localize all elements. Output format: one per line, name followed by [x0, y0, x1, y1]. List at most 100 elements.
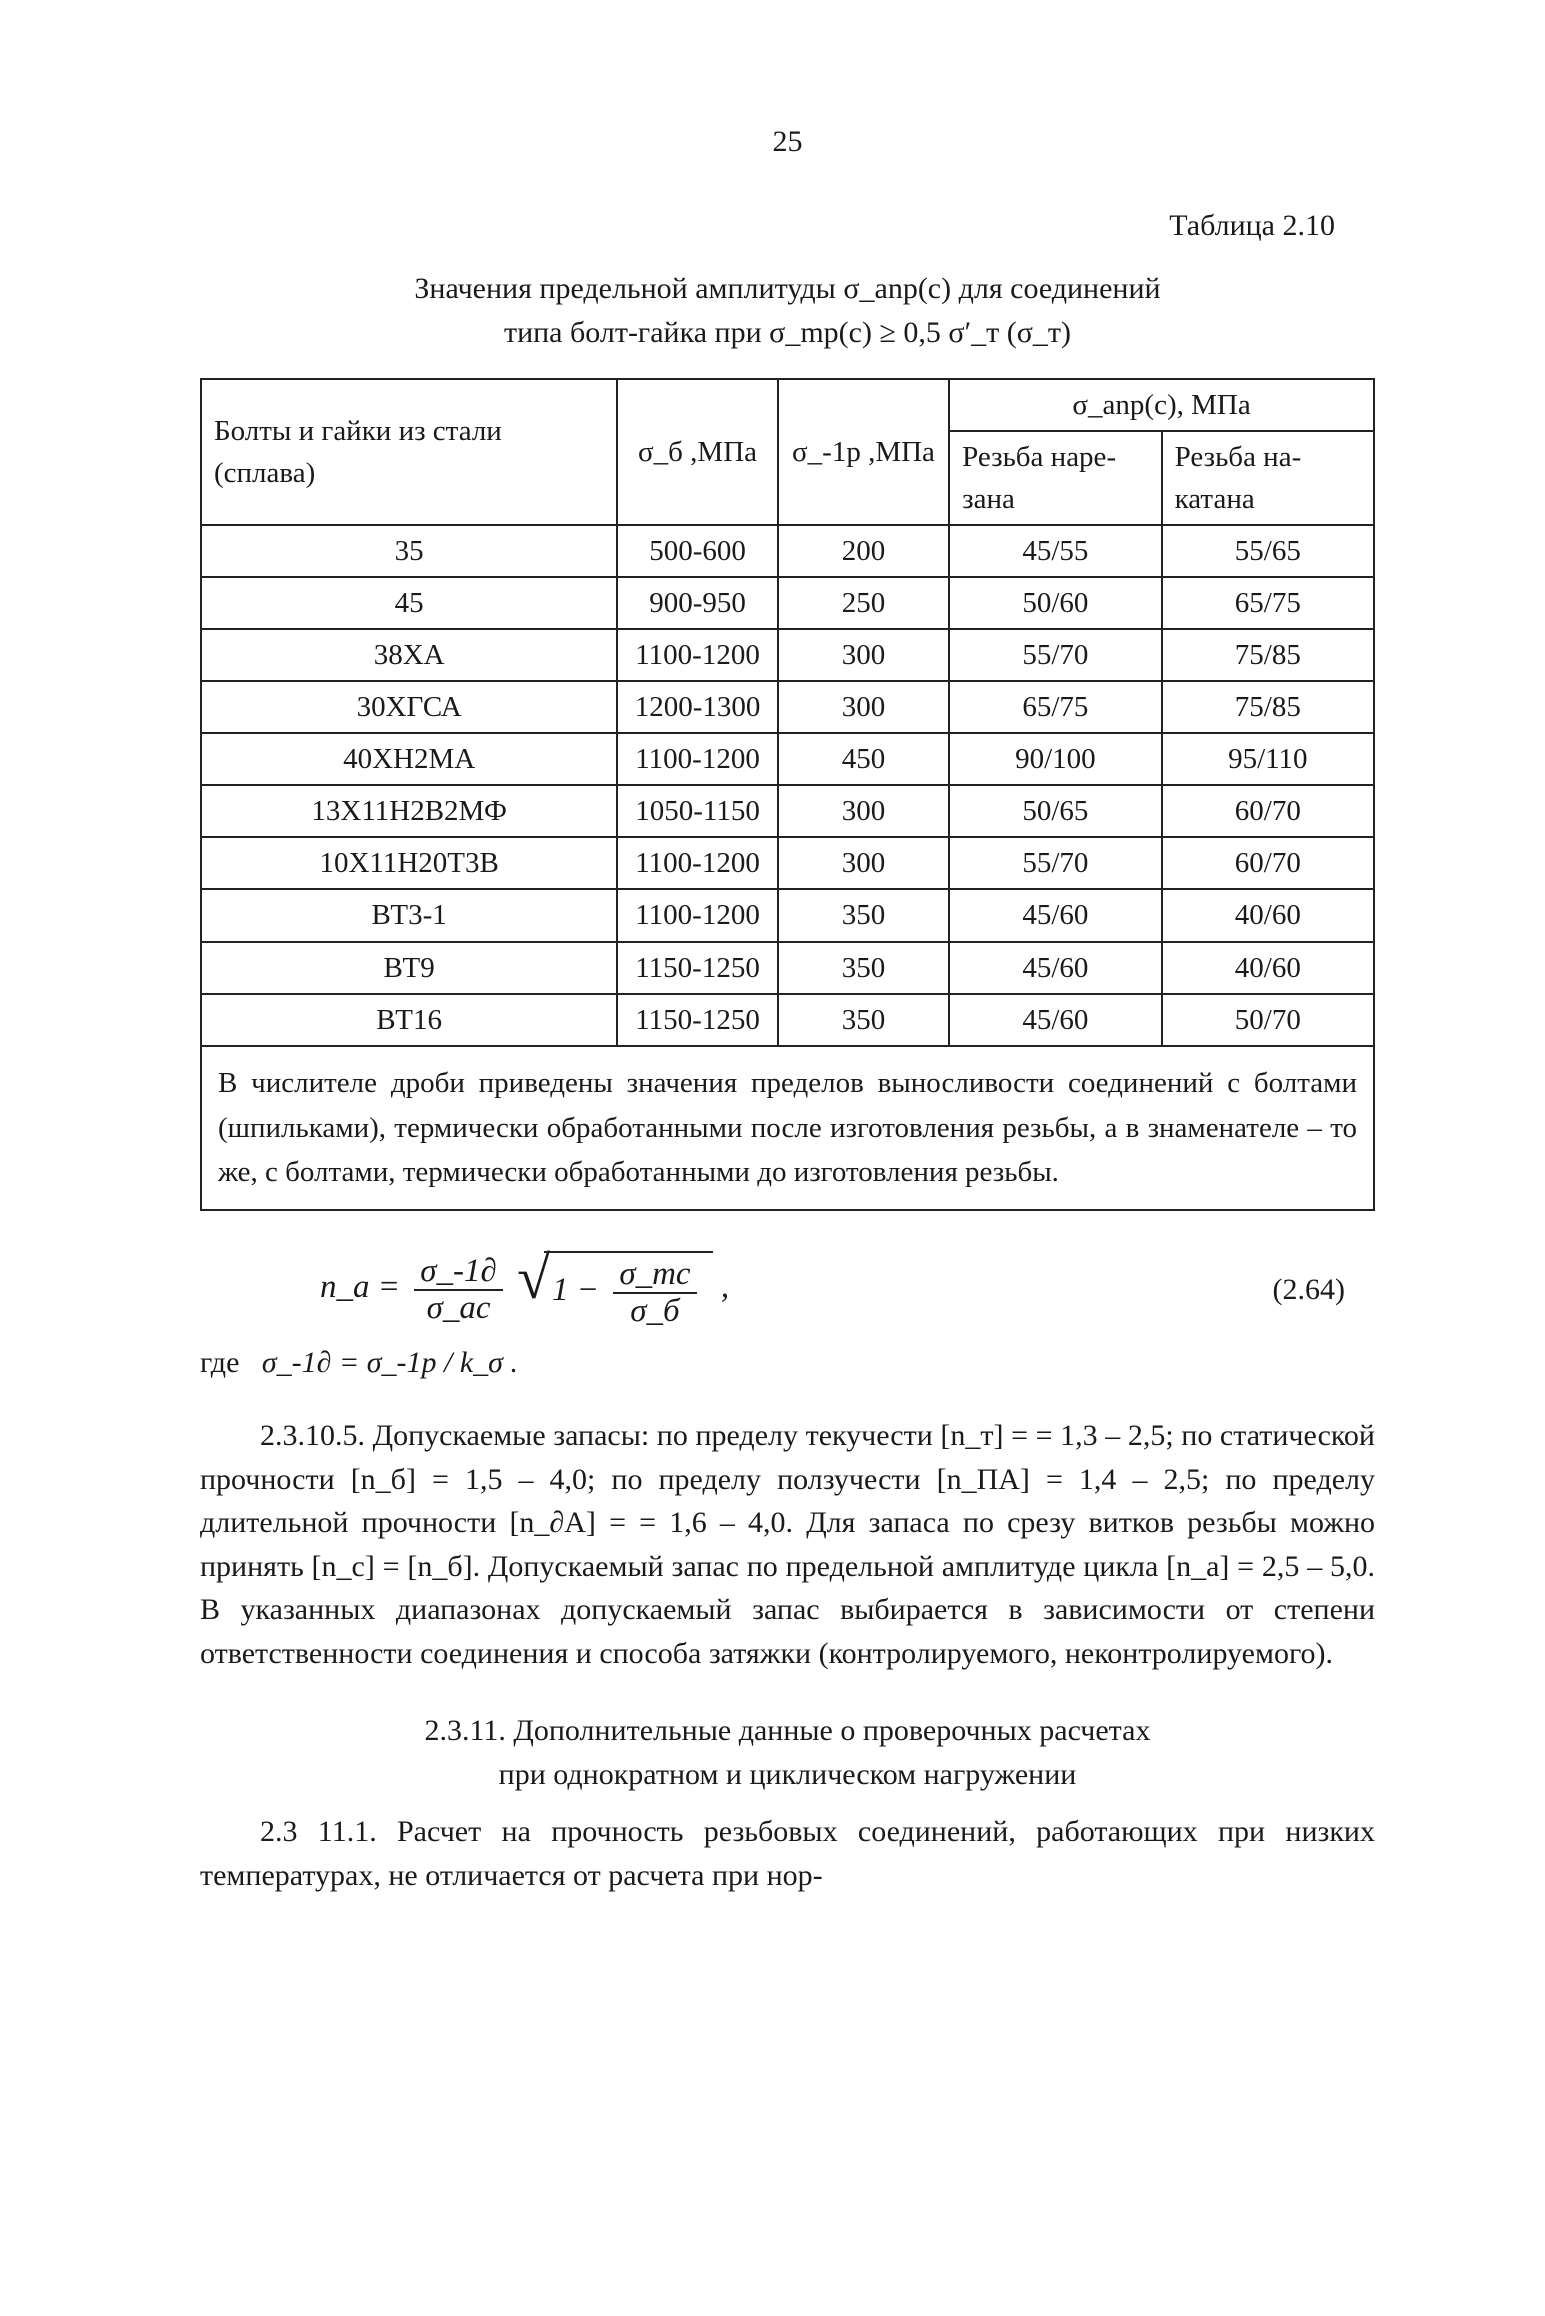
cell-sigma1p: 350 — [778, 994, 949, 1046]
cell-rolled: 60/70 — [1162, 785, 1374, 837]
cell-sigmab: 1100-1200 — [617, 837, 778, 889]
cell-rolled: 40/60 — [1162, 889, 1374, 941]
table-caption: Таблица 2.10 — [200, 204, 1375, 248]
col-sigma-b: σ_б ,МПа — [617, 379, 778, 525]
title-line-2: типа болт-гайка при σ_mp(c) ≥ 0,5 σ′_т (… — [200, 311, 1375, 355]
where-body: σ_-1∂ = σ_-1p / k_σ . — [262, 1346, 518, 1379]
cell-alloy: 38ХА — [201, 629, 617, 681]
cell-sigma1p: 250 — [778, 577, 949, 629]
section-2-3-11-title: 2.3.11. Дополнительные данные о провероч… — [200, 1709, 1375, 1796]
table-row: ВТ16 1150-1250 350 45/60 50/70 — [201, 994, 1374, 1046]
eq-rad-one: 1 − — [552, 1273, 599, 1309]
table-footnote-row: В числителе дроби приведены значения пре… — [201, 1046, 1374, 1211]
cell-cut: 50/65 — [949, 785, 1162, 837]
cell-sigma1p: 300 — [778, 681, 949, 733]
cell-sigma1p: 350 — [778, 889, 949, 941]
section-line-1: 2.3.11. Дополнительные данные о провероч… — [200, 1709, 1375, 1753]
cell-rolled: 55/65 — [1162, 525, 1374, 577]
eq-frac-den: σ_ac — [414, 1291, 503, 1326]
cell-alloy: ВТ9 — [201, 942, 617, 994]
where-label: где — [200, 1346, 239, 1379]
cell-rolled: 60/70 — [1162, 837, 1374, 889]
col-sigma-anp: σ_anp(c), МПа — [949, 379, 1374, 431]
table-row: 30ХГСА 1200-1300 300 65/75 75/85 — [201, 681, 1374, 733]
cell-alloy: 30ХГСА — [201, 681, 617, 733]
eq-fraction: σ_-1∂ σ_ac — [414, 1254, 503, 1325]
cell-sigma1p: 300 — [778, 785, 949, 837]
col-sigma-1p: σ_-1p ,МПа — [778, 379, 949, 525]
subcol-rolled: Резьба на­катана — [1162, 431, 1374, 525]
col-alloy: Болты и гайки из стали (сплава) — [201, 379, 617, 525]
table-title: Значения предельной амплитуды σ_anp(c) д… — [200, 267, 1375, 354]
table-row: ВТ9 1150-1250 350 45/60 40/60 — [201, 942, 1374, 994]
table-row: ВТ3-1 1100-1200 350 45/60 40/60 — [201, 889, 1374, 941]
table-row: 40ХН2МА 1100-1200 450 90/100 95/110 — [201, 733, 1374, 785]
table-header-row-1: Болты и гайки из стали (сплава) σ_б ,МПа… — [201, 379, 1374, 431]
eq-trail: , — [721, 1270, 729, 1306]
title-line-1: Значения предельной амплитуды σ_anp(c) д… — [200, 267, 1375, 311]
cell-sigma1p: 300 — [778, 837, 949, 889]
cell-cut: 45/60 — [949, 994, 1162, 1046]
cell-sigmab: 1100-1200 — [617, 629, 778, 681]
cell-rolled: 75/85 — [1162, 681, 1374, 733]
cell-sigma1p: 200 — [778, 525, 949, 577]
eq-frac-num: σ_-1∂ — [414, 1254, 503, 1291]
equation-number: (2.64) — [1273, 1268, 1375, 1312]
subcol-cut: Резьба наре­зана — [949, 431, 1162, 525]
eq-sqrt: √ 1 − σ_mc σ_б — [517, 1251, 712, 1328]
cell-sigma1p: 300 — [778, 629, 949, 681]
table-row: 45 900-950 250 50/60 65/75 — [201, 577, 1374, 629]
cell-sigmab: 1150-1250 — [617, 942, 778, 994]
table-row: 13Х11Н2В2МФ 1050-1150 300 50/65 60/70 — [201, 785, 1374, 837]
table-row: 35 500-600 200 45/55 55/65 — [201, 525, 1374, 577]
paragraph-2-3-10-5: 2.3.10.5. Допускаемые запасы: по пределу… — [200, 1414, 1375, 1675]
eq-rad-num: σ_mc — [613, 1257, 696, 1294]
table-head: Болты и гайки из стали (сплава) σ_б ,МПа… — [201, 379, 1374, 525]
cell-sigmab: 1200-1300 — [617, 681, 778, 733]
paragraph-2-3-11-1: 2.3 11.1. Расчет на прочность резьбовых … — [200, 1810, 1375, 1897]
page: 25 Таблица 2.10 Значения предельной ампл… — [0, 0, 1545, 2316]
eq-rad-den: σ_б — [613, 1294, 696, 1329]
cell-sigmab: 1100-1200 — [617, 733, 778, 785]
cell-cut: 90/100 — [949, 733, 1162, 785]
cell-cut: 45/55 — [949, 525, 1162, 577]
cell-sigma1p: 350 — [778, 942, 949, 994]
cell-alloy: 35 — [201, 525, 617, 577]
eq-rad-fraction: σ_mc σ_б — [613, 1257, 696, 1328]
cell-cut: 55/70 — [949, 629, 1162, 681]
cell-alloy: ВТ3-1 — [201, 889, 617, 941]
table-body: 35 500-600 200 45/55 55/65 45 900-950 25… — [201, 525, 1374, 1210]
cell-sigmab: 900-950 — [617, 577, 778, 629]
table-row: 38ХА 1100-1200 300 55/70 75/85 — [201, 629, 1374, 681]
cell-alloy: 40ХН2МА — [201, 733, 617, 785]
cell-alloy: 10Х11Н20Т3В — [201, 837, 617, 889]
cell-alloy: 13Х11Н2В2МФ — [201, 785, 617, 837]
table-footnote: В числителе дроби приведены значения пре… — [201, 1046, 1374, 1211]
equation-2-64: n_a = σ_-1∂ σ_ac √ 1 − σ_mc σ_б , (2.64) — [200, 1251, 1375, 1328]
section-line-2: при однократном и циклическом нагружении — [200, 1753, 1375, 1797]
cell-cut: 55/70 — [949, 837, 1162, 889]
cell-rolled: 65/75 — [1162, 577, 1374, 629]
table-row: 10Х11Н20Т3В 1100-1200 300 55/70 60/70 — [201, 837, 1374, 889]
cell-rolled: 95/110 — [1162, 733, 1374, 785]
cell-sigmab: 1150-1250 — [617, 994, 778, 1046]
eq-lhs: n_a = — [320, 1270, 400, 1306]
eq-radicand: 1 − σ_mc σ_б — [544, 1251, 713, 1328]
cell-cut: 65/75 — [949, 681, 1162, 733]
cell-rolled: 50/70 — [1162, 994, 1374, 1046]
cell-cut: 50/60 — [949, 577, 1162, 629]
equation-expression: n_a = σ_-1∂ σ_ac √ 1 − σ_mc σ_б , — [320, 1251, 729, 1328]
page-number: 25 — [200, 120, 1375, 164]
cell-sigmab: 1050-1150 — [617, 785, 778, 837]
cell-alloy: 45 — [201, 577, 617, 629]
cell-rolled: 40/60 — [1162, 942, 1374, 994]
cell-sigmab: 1100-1200 — [617, 889, 778, 941]
cell-cut: 45/60 — [949, 889, 1162, 941]
data-table: Болты и гайки из стали (сплава) σ_б ,МПа… — [200, 378, 1375, 1211]
cell-sigma1p: 450 — [778, 733, 949, 785]
where-line: где σ_-1∂ = σ_-1p / k_σ . — [200, 1341, 1375, 1385]
cell-sigmab: 500-600 — [617, 525, 778, 577]
cell-alloy: ВТ16 — [201, 994, 617, 1046]
cell-cut: 45/60 — [949, 942, 1162, 994]
cell-rolled: 75/85 — [1162, 629, 1374, 681]
